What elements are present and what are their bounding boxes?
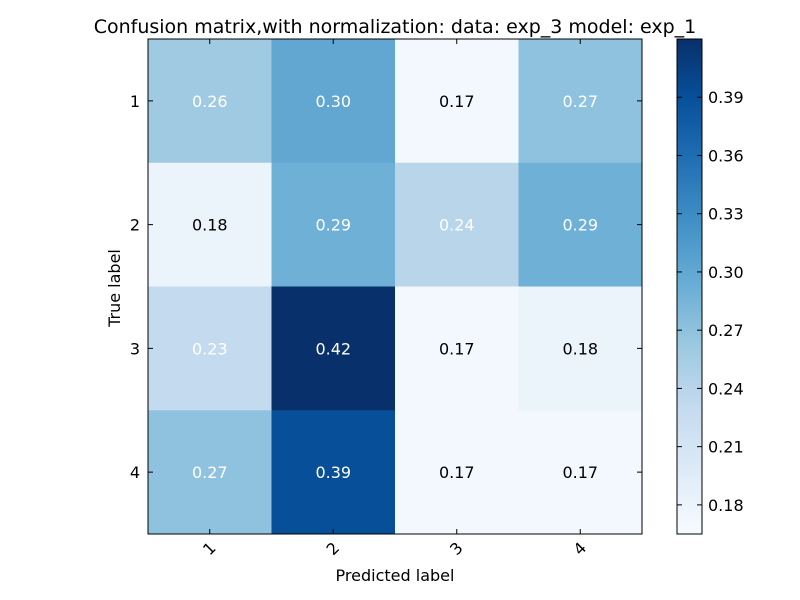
cell-value-label: 0.18 bbox=[192, 216, 228, 235]
heatmap-cell-labels: 0.26 0.30 0.17 0.27 0.18 0.29 0.24 0.29 0.23 0.42… bbox=[192, 92, 598, 482]
x-tick-label: 2 bbox=[323, 538, 344, 559]
y-tick-label: 3 bbox=[130, 339, 140, 358]
y-tick-label: 4 bbox=[130, 463, 140, 482]
plot-frame bbox=[147, 38, 643, 535]
heatmap-cell bbox=[518, 286, 643, 411]
heatmap-cell bbox=[148, 410, 272, 535]
cell-value-label: 0.39 bbox=[315, 463, 351, 482]
cell-value-label: 0.17 bbox=[439, 339, 475, 358]
y-axis-label: True label bbox=[105, 249, 124, 328]
heatmap-cell bbox=[395, 286, 519, 411]
cell-value-label: 0.26 bbox=[192, 92, 228, 111]
cell-value-label: 0.27 bbox=[562, 92, 598, 111]
heatmap-cell bbox=[271, 286, 396, 411]
cell-value-label: 0.17 bbox=[562, 463, 598, 482]
cell-value-label: 0.29 bbox=[315, 216, 351, 235]
cell-value-label: 0.17 bbox=[439, 463, 475, 482]
cell-value-label: 0.27 bbox=[192, 463, 228, 482]
heatmap-cell bbox=[518, 162, 643, 287]
y-axis-ticks: 1 2 3 4 bbox=[130, 92, 642, 482]
colorbar-tick-label: 0.33 bbox=[708, 205, 744, 224]
cell-value-label: 0.42 bbox=[315, 339, 351, 358]
chart-title: Confusion matrix,with normalization: dat… bbox=[94, 16, 697, 38]
y-tick-label: 1 bbox=[130, 92, 140, 111]
cell-value-label: 0.24 bbox=[439, 216, 475, 235]
heatmap-cell bbox=[395, 39, 519, 164]
heatmap-cell bbox=[148, 286, 272, 411]
heatmap-cell bbox=[148, 162, 272, 287]
heatmap-cell bbox=[518, 39, 643, 164]
cell-value-label: 0.30 bbox=[315, 92, 351, 111]
heatmap-cell bbox=[271, 162, 396, 287]
colorbar-ticks: 0.18 0.21 0.24 0.27 0.30 0.33 0.36 0.39 bbox=[677, 88, 744, 515]
colorbar-tick-label: 0.18 bbox=[708, 496, 744, 515]
colorbar-tick-label: 0.30 bbox=[708, 263, 744, 282]
x-tick-label: 3 bbox=[446, 538, 467, 559]
heatmap-cell bbox=[395, 410, 519, 535]
colorbar bbox=[676, 38, 703, 535]
colorbar-tick-label: 0.39 bbox=[708, 88, 744, 107]
heatmap-cells bbox=[148, 39, 643, 535]
y-tick-label: 2 bbox=[130, 216, 140, 235]
x-tick-label: 4 bbox=[570, 538, 591, 559]
cell-value-label: 0.29 bbox=[562, 216, 598, 235]
heatmap-cell bbox=[271, 39, 396, 164]
colorbar-tick-label: 0.27 bbox=[708, 321, 744, 340]
cell-value-label: 0.23 bbox=[192, 339, 228, 358]
heatmap-cell bbox=[148, 39, 272, 164]
colorbar-tick-label: 0.21 bbox=[708, 438, 744, 457]
heatmap-cell bbox=[395, 162, 519, 287]
x-axis-label: Predicted label bbox=[336, 566, 455, 585]
heatmap-cell bbox=[271, 410, 396, 535]
colorbar-tick-label: 0.24 bbox=[708, 379, 744, 398]
heatmap-cell bbox=[518, 410, 643, 535]
x-tick-label: 1 bbox=[199, 538, 220, 559]
cell-value-label: 0.18 bbox=[562, 339, 598, 358]
cell-value-label: 0.17 bbox=[439, 92, 475, 111]
colorbar-tick-label: 0.36 bbox=[708, 146, 744, 165]
